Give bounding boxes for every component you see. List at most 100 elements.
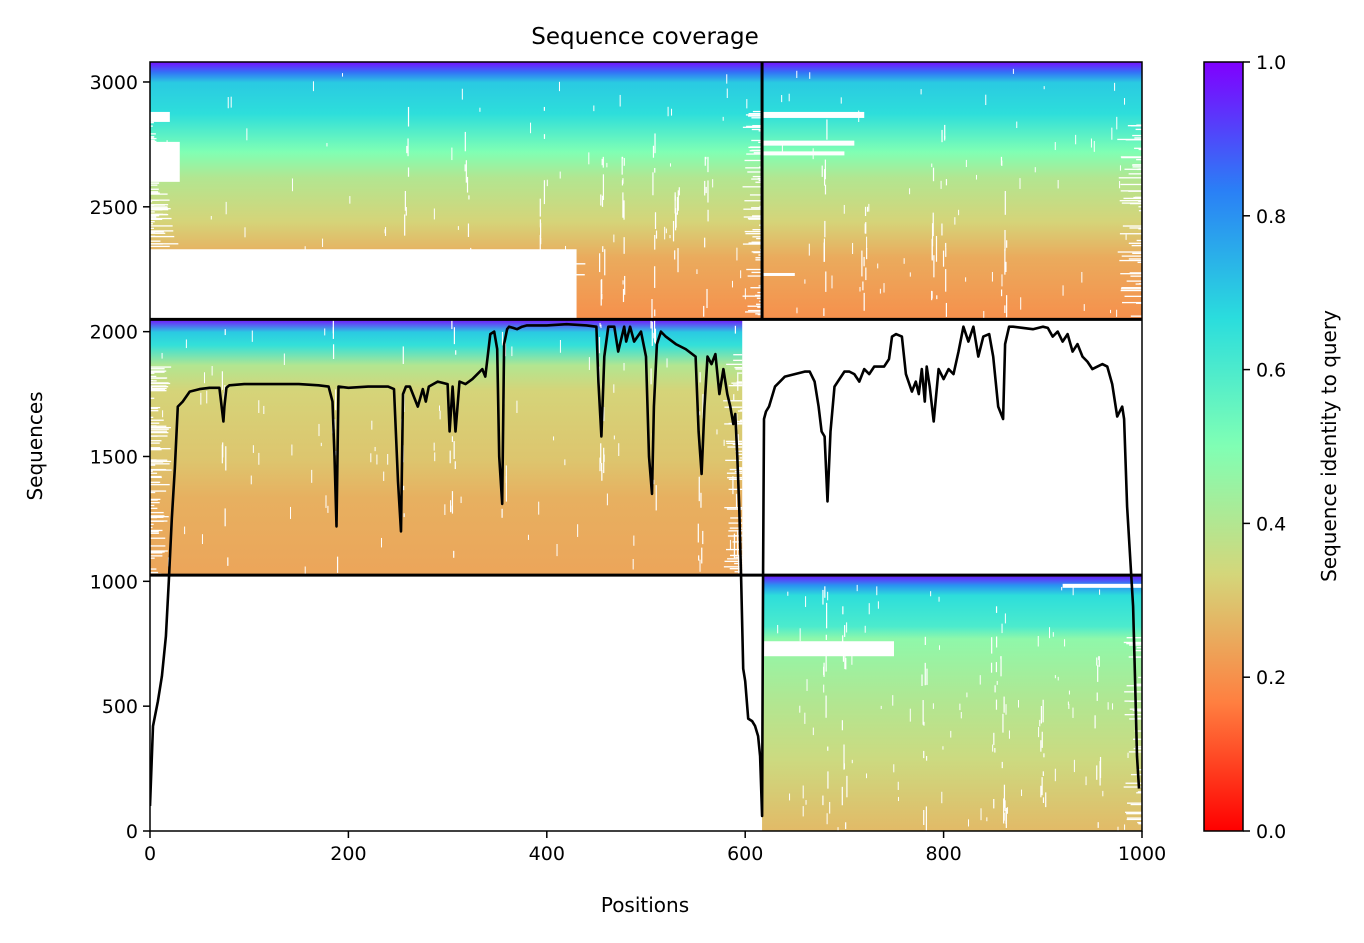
heatmap-gap — [1132, 164, 1142, 166]
heatmap-gap — [326, 143, 328, 147]
heatmap-gap — [150, 372, 155, 374]
heatmap-gap — [751, 139, 763, 142]
heatmap-gap — [588, 357, 590, 370]
heatmap-gap — [932, 212, 934, 237]
heatmap-gap — [844, 625, 846, 637]
heatmap-gap — [1041, 731, 1043, 748]
heatmap-gap — [736, 247, 738, 261]
heatmap-gap — [402, 346, 404, 364]
heatmap-gap — [1124, 691, 1142, 693]
heatmap-gap — [150, 529, 163, 532]
heatmap-gap — [877, 263, 879, 269]
heatmap-gap — [385, 227, 387, 236]
heatmap-gap — [150, 287, 534, 289]
heatmap-gap — [1128, 258, 1142, 260]
heatmap-gap — [654, 133, 656, 154]
heatmap-gap — [727, 558, 743, 560]
heatmap-gap — [750, 287, 763, 289]
heatmap-gap — [883, 283, 885, 293]
heatmap-block — [762, 62, 1142, 320]
heatmap-gap — [225, 446, 227, 471]
heatmap-gap — [877, 601, 879, 609]
heatmap-gap — [1136, 239, 1142, 242]
heatmap-gap — [565, 245, 567, 257]
heatmap-gap — [150, 182, 160, 184]
heatmap-gap — [332, 319, 334, 334]
heatmap-gap — [225, 201, 227, 215]
heatmap-gap — [762, 641, 894, 657]
heatmap-gap — [1099, 589, 1101, 595]
heatmap-gap — [931, 223, 934, 247]
heatmap-gap — [1128, 173, 1142, 175]
heatmap-gap — [755, 313, 763, 315]
heatmap-gap — [1126, 817, 1142, 819]
heatmap-gap — [756, 237, 763, 240]
heatmap-gap — [1016, 121, 1018, 129]
heatmap-gap — [752, 236, 763, 238]
heatmap-gap — [1110, 309, 1112, 314]
heatmap-gap — [150, 211, 155, 213]
heatmap-gap — [759, 166, 763, 168]
y-tick-label: 2000 — [90, 322, 138, 344]
heatmap-gap — [652, 172, 654, 196]
heatmap-gap — [959, 703, 961, 711]
heatmap-gap — [150, 208, 171, 210]
heatmap-gap — [1038, 726, 1040, 738]
colorbar-tick-label: 0.2 — [1256, 667, 1286, 689]
heatmap-gap — [290, 506, 292, 519]
heatmap-gap — [856, 584, 858, 592]
heatmap-gap — [725, 459, 743, 462]
heatmap-gap — [150, 448, 171, 450]
heatmap-gap — [404, 191, 406, 211]
heatmap-gap — [863, 292, 865, 311]
heatmap-gap — [601, 158, 603, 166]
heatmap-gap — [827, 746, 829, 751]
heatmap-gap — [1017, 700, 1019, 708]
heatmap-gap — [751, 128, 763, 131]
heatmap-gap — [958, 209, 960, 216]
heatmap-gap — [743, 216, 763, 218]
heatmap-gap — [1125, 811, 1142, 813]
heatmap-gap — [150, 235, 175, 238]
heatmap-gap — [1111, 127, 1113, 140]
heatmap-gap — [762, 140, 855, 146]
heatmap-gap — [1096, 692, 1098, 701]
heatmap-gap — [404, 214, 406, 236]
heatmap-gap — [150, 199, 170, 201]
heatmap-gap — [674, 208, 677, 231]
heatmap-gap — [1123, 197, 1142, 200]
heatmap-gap — [678, 187, 680, 196]
heatmap-gap — [777, 624, 779, 634]
heatmap-gap — [751, 207, 763, 209]
heatmap-gap — [376, 454, 378, 465]
heatmap-gap — [150, 515, 165, 517]
heatmap-gap — [737, 531, 739, 556]
heatmap-gap — [606, 493, 608, 506]
heatmap-gap — [150, 476, 162, 479]
heatmap-gap — [150, 249, 376, 251]
heatmap-gap — [150, 481, 160, 484]
heatmap-gap — [1137, 710, 1142, 712]
heatmap-gap — [150, 213, 169, 216]
heatmap-gap — [150, 290, 337, 293]
heatmap-gap — [601, 195, 604, 207]
heatmap-gap — [1116, 309, 1118, 317]
heatmap-gap — [866, 206, 869, 212]
heatmap-gap — [996, 636, 998, 648]
heatmap-gap — [150, 472, 158, 474]
heatmap-block — [762, 575, 1142, 831]
heatmap-gap — [653, 479, 655, 485]
heatmap-gap — [677, 190, 679, 211]
heatmap-gap — [541, 308, 543, 317]
heatmap-gap — [736, 381, 743, 383]
heatmap-gap — [150, 447, 161, 449]
heatmap-gap — [822, 589, 824, 605]
heatmap-gap — [744, 200, 763, 202]
heatmap-gap — [150, 251, 365, 253]
heatmap-gap — [150, 557, 155, 559]
heatmap-gap — [150, 245, 170, 248]
heatmap-gap — [726, 442, 743, 444]
heatmap-gap — [336, 556, 339, 573]
heatmap-gap — [632, 558, 634, 570]
heatmap-gap — [559, 171, 561, 179]
